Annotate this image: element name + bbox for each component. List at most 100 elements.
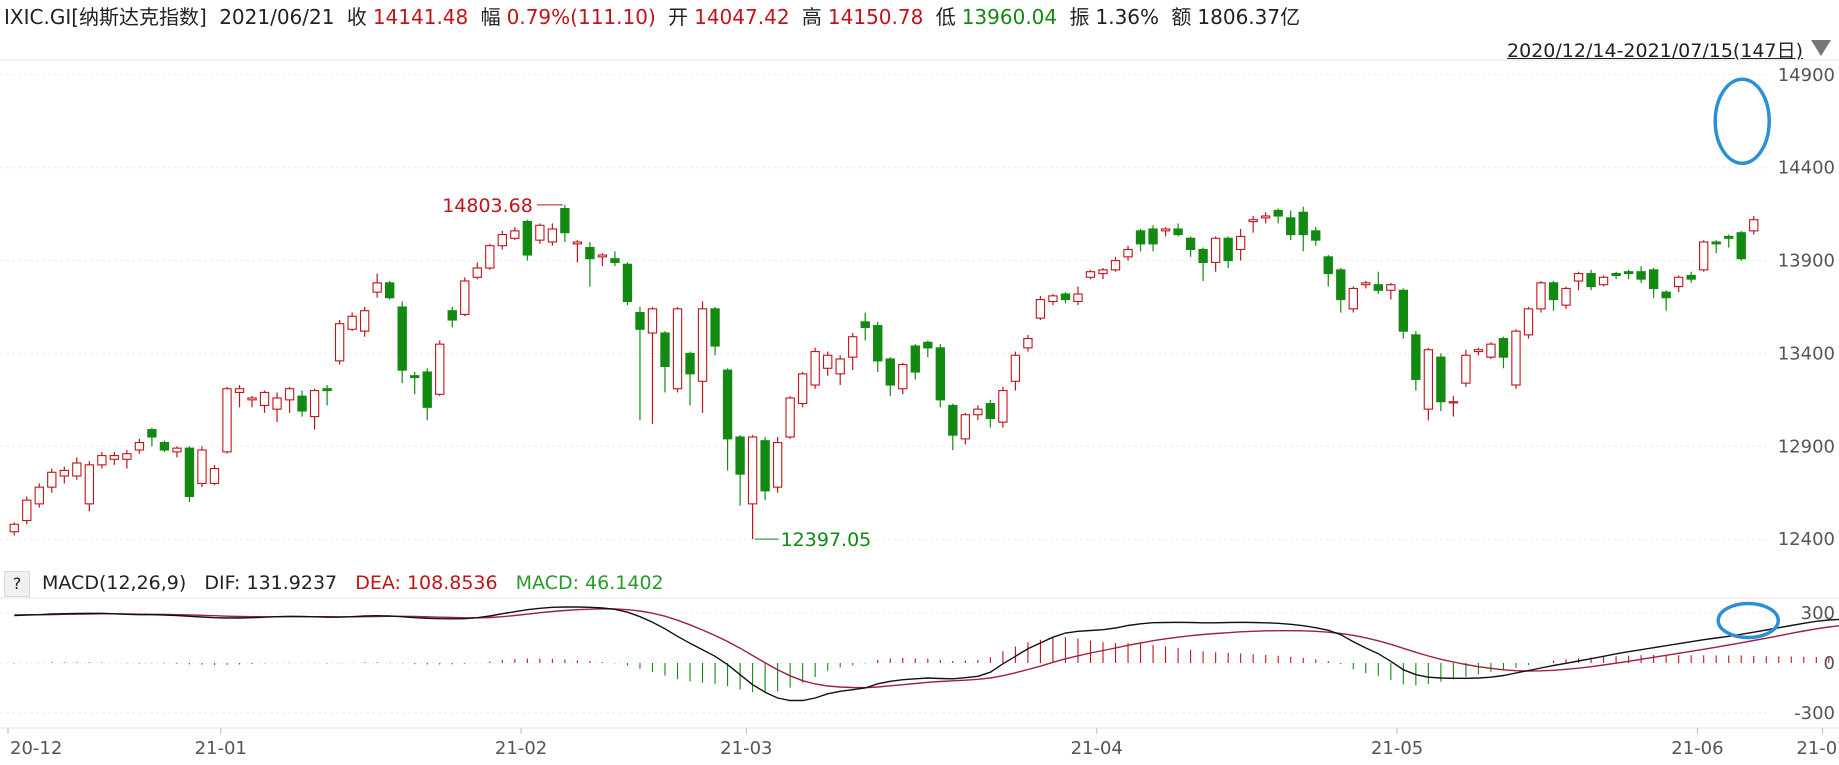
candle-body — [372, 282, 382, 293]
candle-body — [1348, 287, 1358, 310]
quote-date: 2021/06/21 — [219, 5, 335, 29]
highlight-circle-macd — [1716, 601, 1780, 640]
candle-body — [147, 429, 157, 438]
low-label: 低 — [935, 5, 956, 29]
candle-body — [84, 464, 95, 505]
candle-body — [810, 351, 820, 386]
candle-body — [923, 341, 933, 349]
candle-body — [1286, 217, 1296, 236]
candle-body — [1160, 228, 1171, 232]
candle-body — [1636, 271, 1646, 280]
candle-body — [1361, 282, 1371, 286]
candle-body — [22, 499, 32, 522]
candle-body — [1648, 269, 1659, 289]
amount-label: 额 — [1171, 5, 1192, 29]
candle-body — [1511, 330, 1521, 386]
candle-body — [1673, 276, 1684, 288]
candle-body — [910, 345, 920, 373]
candle-body — [485, 245, 495, 269]
amount-value: 1806.37亿 — [1197, 5, 1301, 29]
date-axis-tick: 21-02 — [495, 738, 547, 759]
candle-body — [1273, 209, 1283, 217]
candle-body — [497, 234, 507, 247]
candle-body — [1386, 284, 1396, 291]
dif-line — [14, 606, 1839, 702]
candle-body — [1048, 295, 1058, 302]
price-axis-tick: 14900 — [1778, 65, 1835, 86]
help-icon[interactable]: ? — [4, 570, 30, 597]
index-code: IXIC.GI[纳斯达克指数] — [4, 5, 207, 29]
candle-body — [685, 352, 695, 375]
candle-body — [172, 447, 182, 453]
candle-body — [535, 224, 545, 241]
candle-body — [873, 325, 883, 362]
candle-body — [422, 371, 432, 408]
date-axis-tick: 20-12 — [10, 738, 62, 759]
candle-body — [710, 308, 720, 347]
highlight-circle-main — [1713, 77, 1771, 166]
candle-body — [1035, 299, 1046, 319]
dea-line — [14, 608, 1839, 689]
candle-body — [622, 263, 633, 302]
candle-body — [322, 388, 332, 392]
candle-body — [435, 343, 445, 395]
candle-body — [1736, 232, 1746, 260]
candle-body — [334, 323, 345, 362]
candle-body — [1336, 269, 1346, 301]
open-value: 14047.42 — [694, 5, 790, 29]
candle-body — [672, 308, 683, 390]
candle-body — [797, 373, 808, 405]
low-value: 13960.04 — [961, 5, 1058, 29]
high-value: 14150.78 — [827, 5, 924, 29]
indicator-name[interactable]: MACD(12,26,9) — [42, 572, 187, 594]
candle-body — [109, 455, 120, 460]
candle-body — [72, 462, 82, 477]
candle-body — [410, 375, 420, 379]
candle-body — [760, 440, 770, 492]
candle-body — [547, 228, 558, 243]
candle-body — [998, 390, 1008, 423]
dea-value: DEA: 108.8536 — [355, 572, 498, 594]
candle-body — [1749, 219, 1759, 232]
candle-body — [635, 312, 645, 330]
candle-body — [1060, 293, 1071, 301]
candle-body — [647, 308, 658, 334]
candle-body — [823, 354, 833, 369]
candle-body — [597, 254, 608, 258]
candle-body — [722, 369, 733, 440]
open-label: 开 — [668, 5, 689, 29]
candle-body — [247, 397, 257, 401]
candle-body — [1623, 271, 1634, 275]
candle-body — [697, 308, 708, 382]
candle-body — [1198, 248, 1208, 263]
candle-body — [1148, 228, 1158, 245]
candle-body — [1123, 248, 1133, 258]
candle-body — [1611, 273, 1621, 276]
candle-body — [1298, 211, 1308, 236]
candle-body — [1436, 356, 1446, 403]
candle-body — [1235, 235, 1246, 250]
candle-body — [960, 414, 971, 440]
candle-body — [1098, 269, 1108, 275]
candle-body — [1498, 338, 1509, 358]
chevron-down-icon[interactable] — [1811, 40, 1831, 56]
candle-body — [59, 469, 69, 477]
candle-body — [1185, 237, 1196, 250]
candle-body — [309, 390, 320, 418]
candle-body — [785, 397, 795, 438]
candle-body — [1173, 228, 1183, 236]
candle-body — [1486, 343, 1496, 358]
date-range-selector[interactable]: 2020/12/14-2021/07/15(147日) — [1507, 40, 1803, 62]
price-axis-tick: 14400 — [1778, 158, 1835, 179]
candle-body — [47, 471, 57, 488]
candle-body — [347, 315, 357, 330]
candle-body — [1586, 273, 1596, 288]
candle-body — [935, 347, 945, 401]
candle-body — [222, 388, 232, 453]
candle-body — [1110, 260, 1121, 271]
candle-body — [1661, 291, 1671, 299]
macd-axis-tick: 0 — [1824, 653, 1835, 674]
candle-body — [1248, 219, 1258, 223]
date-axis-tick: 21-01 — [195, 738, 247, 759]
